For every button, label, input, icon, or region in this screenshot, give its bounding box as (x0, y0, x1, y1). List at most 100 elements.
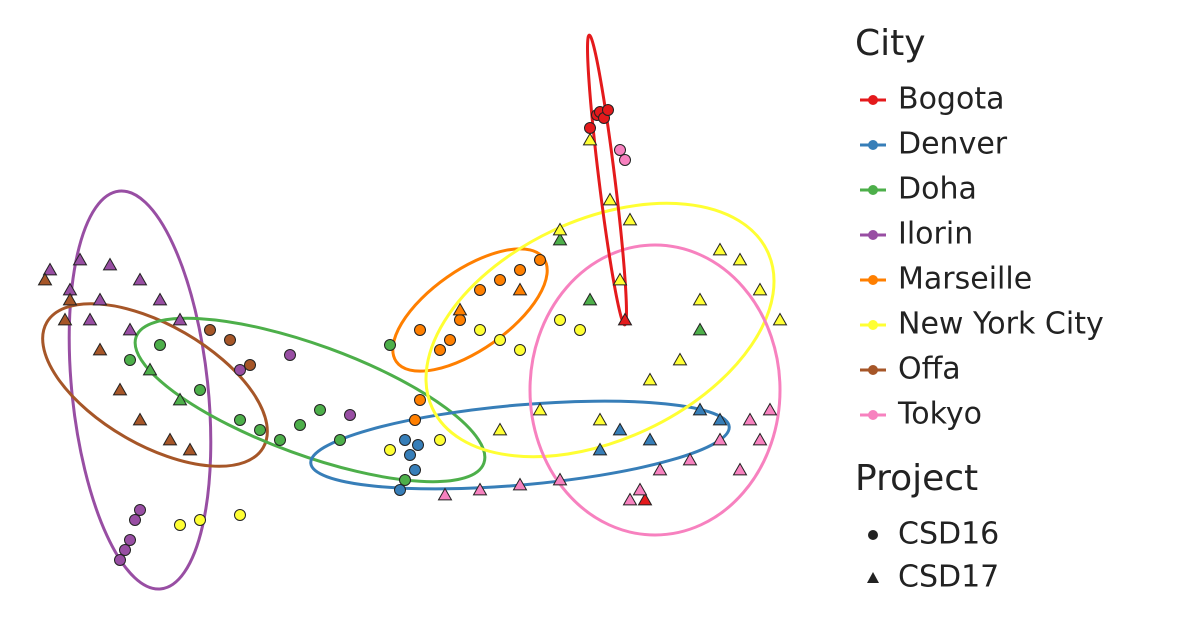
point (602, 104, 614, 116)
point (174, 519, 186, 531)
point (182, 442, 198, 456)
point (454, 314, 466, 326)
point (124, 534, 136, 546)
ellipse (528, 243, 782, 537)
legend-dot (868, 140, 878, 150)
point (552, 222, 568, 236)
point (492, 422, 508, 436)
legend-label: Bogota (898, 82, 1004, 117)
point (224, 334, 236, 346)
point (57, 312, 73, 326)
point (452, 302, 468, 316)
point (752, 282, 768, 296)
point (102, 257, 118, 271)
point (622, 492, 638, 506)
point (574, 324, 586, 336)
point (512, 477, 528, 491)
point (672, 352, 688, 366)
point (692, 322, 708, 336)
point (652, 462, 668, 476)
point (732, 462, 748, 476)
point (244, 359, 256, 371)
legend-dot (868, 365, 878, 375)
point (414, 394, 426, 406)
point (172, 312, 188, 326)
point (62, 292, 78, 306)
point (404, 449, 416, 461)
point (414, 324, 426, 336)
legend-label: Marseille (898, 262, 1032, 297)
point (444, 334, 456, 346)
legend-label: New York City (898, 307, 1104, 342)
point (582, 292, 598, 306)
point (284, 349, 296, 361)
points (37, 104, 788, 566)
point (437, 487, 453, 501)
point (132, 412, 148, 426)
ellipse (424, 201, 776, 459)
point (532, 402, 548, 416)
point (474, 324, 486, 336)
point (394, 484, 406, 496)
legend-marker (867, 572, 879, 583)
point (612, 272, 628, 286)
point (552, 232, 568, 246)
point (154, 339, 166, 351)
point (602, 192, 618, 206)
point (619, 154, 631, 166)
point (92, 292, 108, 306)
point (384, 444, 396, 456)
point (162, 432, 178, 446)
legend-title: City (855, 23, 926, 64)
point (534, 254, 546, 266)
point (112, 382, 128, 396)
point (642, 372, 658, 386)
point (612, 422, 628, 436)
point (554, 314, 566, 326)
point (474, 284, 486, 296)
ellipse (133, 316, 487, 484)
legend-label: CSD16 (898, 517, 999, 552)
point (409, 464, 421, 476)
point (514, 344, 526, 356)
point (514, 264, 526, 276)
point (592, 412, 608, 426)
point (114, 554, 126, 566)
legend-dot (868, 275, 878, 285)
point (152, 292, 168, 306)
point (692, 292, 708, 306)
point (194, 384, 206, 396)
point (692, 402, 708, 416)
point (494, 274, 506, 286)
point (204, 324, 216, 336)
legend-label: Tokyo (897, 397, 982, 432)
point (194, 514, 206, 526)
point (632, 482, 648, 496)
point (344, 409, 356, 421)
point (334, 434, 346, 446)
legend-title: Project (855, 458, 978, 499)
point (124, 354, 136, 366)
point (129, 514, 141, 526)
legend-dot (868, 95, 878, 105)
legend-label: Denver (898, 127, 1008, 162)
point (409, 414, 421, 426)
point (752, 432, 768, 446)
point (122, 322, 138, 336)
point (637, 492, 653, 506)
point (617, 312, 633, 326)
legend-dot (868, 185, 878, 195)
point (134, 504, 146, 516)
point (614, 144, 626, 156)
point (399, 434, 411, 446)
point (512, 282, 528, 296)
legend-dot (868, 410, 878, 420)
point (172, 392, 188, 406)
point (434, 344, 446, 356)
point (732, 252, 748, 266)
point (72, 252, 88, 266)
legend-label: CSD17 (898, 560, 999, 595)
point (234, 364, 246, 376)
